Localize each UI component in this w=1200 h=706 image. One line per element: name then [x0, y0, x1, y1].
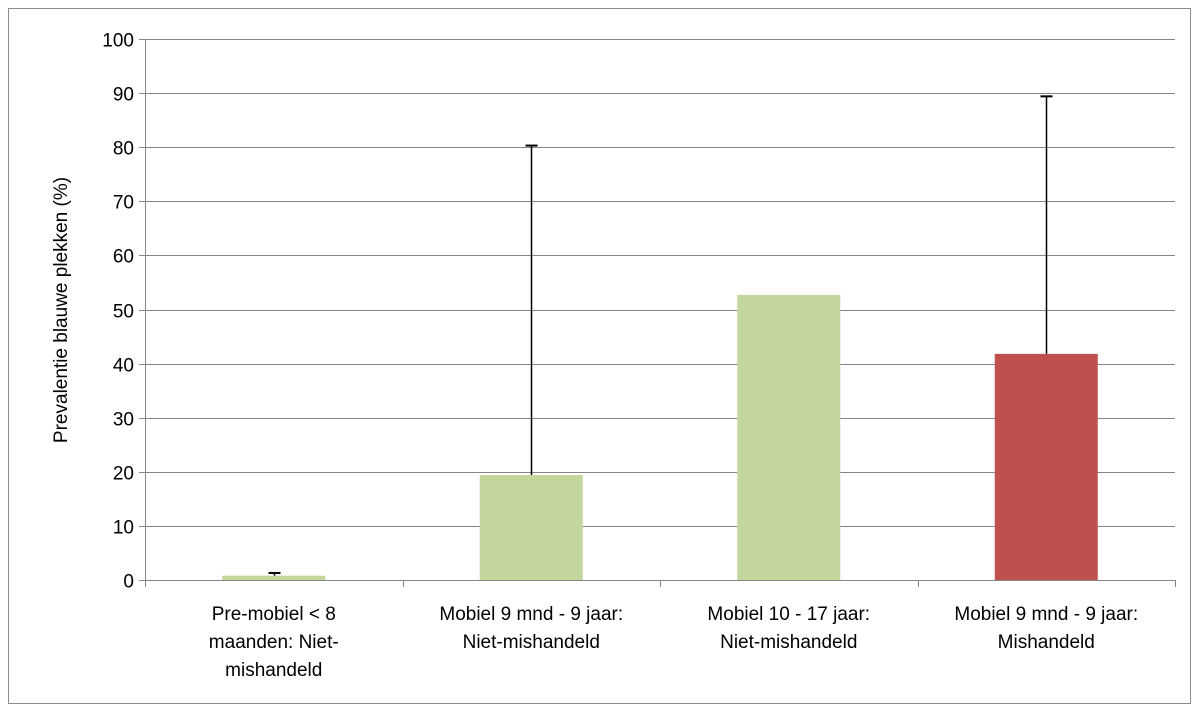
- y-tick-label: 100: [102, 31, 134, 52]
- y-tick-label: 30: [113, 410, 134, 431]
- bars: [222, 294, 1098, 580]
- y-tick-label: 10: [113, 518, 134, 539]
- y-tick-label: 60: [113, 247, 134, 268]
- x-category-label: Pre-mobiel < 8 maanden: Niet-mishandeld: [209, 604, 339, 681]
- y-tick-label: 40: [113, 356, 134, 377]
- y-tick-label: 50: [113, 302, 134, 323]
- x-category-label: Mobiel 9 mnd - 9 jaar: Niet-mishandeld: [439, 604, 623, 653]
- y-tick-label: 70: [113, 193, 134, 214]
- axes: [139, 39, 1176, 587]
- y-axis-title: Prevalentie blauwe plekken (%): [51, 177, 72, 443]
- x-category-label: Mobiel 9 mnd - 9 jaar: Mishandeld: [954, 604, 1138, 653]
- y-tick-label: 90: [113, 85, 134, 106]
- chart-frame: [8, 8, 1191, 704]
- bar: [479, 475, 583, 580]
- x-category-label: Mobiel 10 - 17 jaar: Niet-mishandeld: [707, 604, 870, 653]
- y-tick-label: 0: [123, 572, 134, 593]
- labels: 0 10 20 30 40 50 60 70 80 90 100 Pre-mobiel < 8 maan…: [102, 31, 1138, 682]
- y-tick-label: 80: [113, 139, 134, 160]
- error-bars: [268, 95, 1053, 576]
- bar: [222, 575, 326, 580]
- bar: [994, 353, 1098, 580]
- y-tick-label: 20: [113, 464, 134, 485]
- bar: [737, 294, 841, 580]
